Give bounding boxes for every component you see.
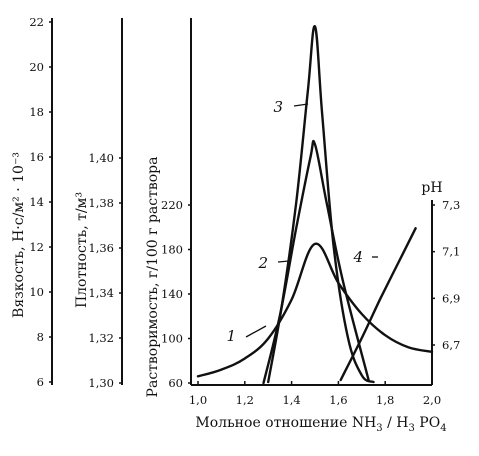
curve-group bbox=[196, 25, 434, 385]
curve-3-label: 3 bbox=[273, 98, 283, 116]
density-tick-label: 1,30 bbox=[88, 376, 114, 390]
viscosity-axis-title: Вязкость, Н·с/м² · 10⁻³ bbox=[11, 152, 27, 318]
ph-axis-title: pH bbox=[421, 180, 442, 196]
x-tick-label: 1,2 bbox=[236, 393, 254, 407]
x-tick-label: 1,4 bbox=[282, 393, 300, 407]
curve-3-leader bbox=[293, 103, 309, 107]
x-tick-label: 1,6 bbox=[329, 393, 347, 407]
density-tick-label: 1,40 bbox=[88, 151, 114, 165]
solubility-tick-label: 220 bbox=[161, 198, 183, 212]
solubility-tick-label: 100 bbox=[161, 332, 183, 346]
density-tick-label: 1,32 bbox=[88, 331, 114, 345]
density-tick-label: 1,36 bbox=[88, 241, 114, 255]
x-tick-label: 1,0 bbox=[189, 393, 207, 407]
viscosity-tick-label: 8 bbox=[37, 330, 44, 344]
x-title-main: Мольное отношение NH bbox=[195, 415, 376, 431]
viscosity-tick-label: 6 bbox=[37, 375, 44, 389]
viscosity-tick-label: 22 bbox=[29, 15, 44, 29]
viscosity-tick-label: 16 bbox=[29, 150, 44, 164]
curve-1-leader bbox=[245, 325, 267, 338]
viscosity-tick-label: 18 bbox=[29, 105, 44, 119]
x-tick-label: 2,0 bbox=[423, 393, 441, 407]
curve-2-leader bbox=[277, 260, 290, 263]
curve-1 bbox=[196, 242, 434, 378]
curve-2-label: 2 bbox=[257, 254, 268, 272]
solubility-tick-label: 140 bbox=[161, 287, 183, 301]
ph-tick-label: 6,7 bbox=[442, 338, 460, 352]
viscosity-tick-label: 10 bbox=[29, 285, 44, 299]
solubility-tick-label: 180 bbox=[161, 243, 183, 257]
x-title-end: PO bbox=[415, 415, 440, 431]
x-title-sub3: 4 bbox=[440, 423, 446, 434]
x-title-sub2: 3 bbox=[408, 423, 414, 434]
solubility-axis-title: Растворимость, г/100 г раствора bbox=[145, 157, 161, 398]
x-tick-label: 1,8 bbox=[376, 393, 394, 407]
ph-tick-label: 6,9 bbox=[442, 291, 460, 305]
curve-3 bbox=[267, 25, 375, 384]
curve-label-group: 1 2 3 4 bbox=[226, 98, 378, 345]
density-axis-title: Плотность, т/м³ bbox=[74, 192, 90, 308]
x-title-sub1: 3 bbox=[376, 423, 382, 434]
curve-4-label: 4 bbox=[352, 248, 363, 266]
curve-4 bbox=[339, 227, 417, 382]
density-tick-label: 1,38 bbox=[88, 196, 114, 210]
ph-tick-label: 7,1 bbox=[442, 245, 460, 259]
curve-1-label: 1 bbox=[226, 327, 236, 345]
solubility-tick-label: 60 bbox=[168, 376, 183, 390]
viscosity-tick-label: 12 bbox=[29, 240, 44, 254]
x-title-mid: / H bbox=[383, 415, 409, 431]
ph-tick-label: 7,3 bbox=[442, 198, 460, 212]
density-tick-label: 1,34 bbox=[88, 286, 114, 300]
tick-group: 68101214161820221,301,321,341,361,381,40… bbox=[29, 15, 460, 407]
x-axis-title: Мольное отношение NH3 / H3 PO4 bbox=[195, 415, 446, 434]
viscosity-tick-label: 14 bbox=[29, 195, 44, 209]
viscosity-tick-label: 20 bbox=[29, 60, 44, 74]
